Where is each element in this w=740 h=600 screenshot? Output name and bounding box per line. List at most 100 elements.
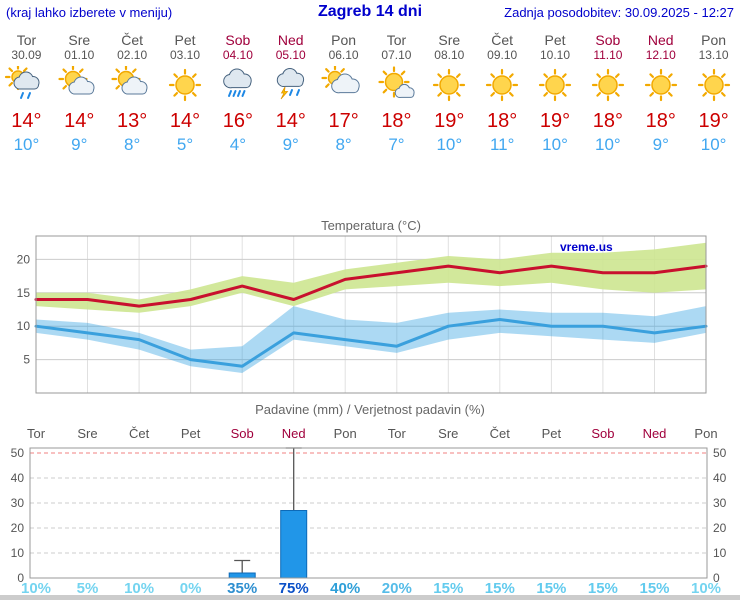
day-column: Sre 08.10 19° 10° xyxy=(423,32,476,156)
day-column: Sob 04.10 16° 4° xyxy=(211,32,264,156)
day-date: 07.10 xyxy=(381,48,412,62)
precip-day-label: Pon xyxy=(694,426,717,441)
day-date: 12.10 xyxy=(645,48,676,62)
sunny-icon xyxy=(423,65,476,107)
day-column: Ned 12.10 18° 9° xyxy=(634,32,687,156)
precip-day-label: Ned xyxy=(282,426,306,441)
day-name: Pon xyxy=(701,32,727,48)
last-update-label: Zadnja posodobitev: 30.09.2025 - 12:27 xyxy=(504,5,734,20)
high-temp: 18° xyxy=(592,110,623,132)
precip-probability: 0% xyxy=(180,580,202,597)
day-column: Ned 05.10 14° 9° xyxy=(264,32,317,156)
watermark-link[interactable]: vreme.us xyxy=(560,240,613,254)
high-temp: 14° xyxy=(11,110,42,132)
precip-y-tick-right: 10 xyxy=(713,546,727,560)
precip-bar xyxy=(280,510,308,579)
low-temp: 5° xyxy=(176,135,194,154)
precip-day-label: Tor xyxy=(388,426,407,441)
sunny-icon xyxy=(476,65,529,107)
max-temp-line xyxy=(34,264,708,308)
day-column: Pon 13.10 19° 10° xyxy=(687,32,740,156)
storm-icon xyxy=(264,65,317,107)
precip-probability: 5% xyxy=(77,580,99,597)
low-temp: 10° xyxy=(595,135,621,154)
low-temp: 8° xyxy=(335,135,352,154)
day-name: Sob xyxy=(595,32,621,48)
day-date: 02.10 xyxy=(117,48,148,62)
precip-probability: 20% xyxy=(382,580,412,597)
day-name: Ned xyxy=(277,32,304,48)
menu-note: (kraj lahko izberete v meniju) xyxy=(6,5,173,20)
precipitation-chart: Padavine (mm) / Verjetnost padavin (%) To… xyxy=(11,402,727,597)
low-temp: 10° xyxy=(13,135,40,154)
precip-day-label: Sob xyxy=(231,426,254,441)
sunny-icon xyxy=(581,65,634,107)
partly-cloudy-icon xyxy=(53,65,106,107)
high-temp: 14° xyxy=(275,110,306,132)
precip-y-tick-right: 0 xyxy=(713,571,720,585)
precip-probability: 15% xyxy=(536,580,566,597)
precip-day-label: Čet xyxy=(129,426,150,441)
sunny-icon xyxy=(634,65,687,107)
precip-day-label: Pon xyxy=(334,426,357,441)
low-temp: 9° xyxy=(282,135,299,154)
high-temp: 18° xyxy=(381,110,412,132)
precip-y-tick-right: 40 xyxy=(713,471,727,485)
sunny-icon xyxy=(159,65,212,107)
temperature-chart: 5 10 15 20 Temperatura (°C) vreme.us xyxy=(17,218,708,394)
sunny-icon xyxy=(529,65,582,107)
day-column: Sre 01.10 14° 9° xyxy=(53,32,106,156)
precip-y-tick-left: 30 xyxy=(11,496,25,510)
day-date: 08.10 xyxy=(434,48,465,62)
low-temp: 8° xyxy=(124,135,141,154)
low-temp: 9° xyxy=(71,135,88,154)
precip-chart-title: Padavine (mm) / Verjetnost padavin (%) xyxy=(255,402,485,417)
precip-day-label: Čet xyxy=(490,426,511,441)
day-column: Tor 07.10 18° 7° xyxy=(370,32,423,156)
day-column: Tor 30.09 14° 10° xyxy=(0,32,53,156)
day-column: Čet 09.10 18° 11° xyxy=(476,32,529,156)
temp-y-tick: 15 xyxy=(17,286,31,300)
precip-day-label: Sre xyxy=(77,426,97,441)
high-temp: 17° xyxy=(328,110,359,132)
day-column: Pon 06.10 17° 8° xyxy=(317,32,370,156)
day-date: 13.10 xyxy=(698,48,729,62)
temp-chart-title: Temperatura (°C) xyxy=(321,218,421,233)
day-column: Pet 03.10 14° 5° xyxy=(159,32,212,156)
day-date: 10.10 xyxy=(540,48,571,62)
high-temp: 13° xyxy=(117,110,148,132)
high-temp: 19° xyxy=(698,110,729,132)
precip-probability: 10% xyxy=(691,580,721,597)
precip-y-tick-right: 20 xyxy=(713,521,727,535)
day-name: Sre xyxy=(438,32,461,48)
low-temp: 7° xyxy=(388,135,405,154)
precip-probability: 15% xyxy=(588,580,618,597)
precip-bar xyxy=(228,572,256,579)
day-column: Pet 10.10 19° 10° xyxy=(529,32,582,156)
temp-y-tick: 5 xyxy=(23,353,30,367)
high-temp: 19° xyxy=(434,110,465,132)
precip-y-tick-left: 0 xyxy=(17,571,24,585)
high-temp: 14° xyxy=(64,110,95,132)
precip-day-label: Tor xyxy=(27,426,46,441)
high-temp: 16° xyxy=(222,110,253,132)
day-date: 03.10 xyxy=(169,48,201,62)
day-name: Pon xyxy=(331,32,357,48)
low-temp: 4° xyxy=(229,135,246,154)
precip-y-tick-left: 10 xyxy=(11,546,25,560)
min-temp-line xyxy=(34,318,708,368)
high-temp: 18° xyxy=(645,110,676,132)
precip-probability: 35% xyxy=(227,580,257,597)
precip-day-label: Sre xyxy=(438,426,458,441)
day-name: Sre xyxy=(68,32,91,48)
precip-day-label: Pet xyxy=(542,426,562,441)
precip-y-tick-left: 50 xyxy=(11,446,25,460)
forecast-strip: Tor 30.09 14° 10° Sre 01.10 14° 9° Čet 02.10 13° 8°… xyxy=(0,32,740,156)
precip-day-label: Pet xyxy=(181,426,201,441)
precip-y-tick-right: 30 xyxy=(713,496,727,510)
partly-cloudy-icon xyxy=(106,65,159,107)
showers-icon xyxy=(0,65,53,107)
day-name: Sob xyxy=(225,32,251,48)
day-date: 11.10 xyxy=(593,48,623,62)
